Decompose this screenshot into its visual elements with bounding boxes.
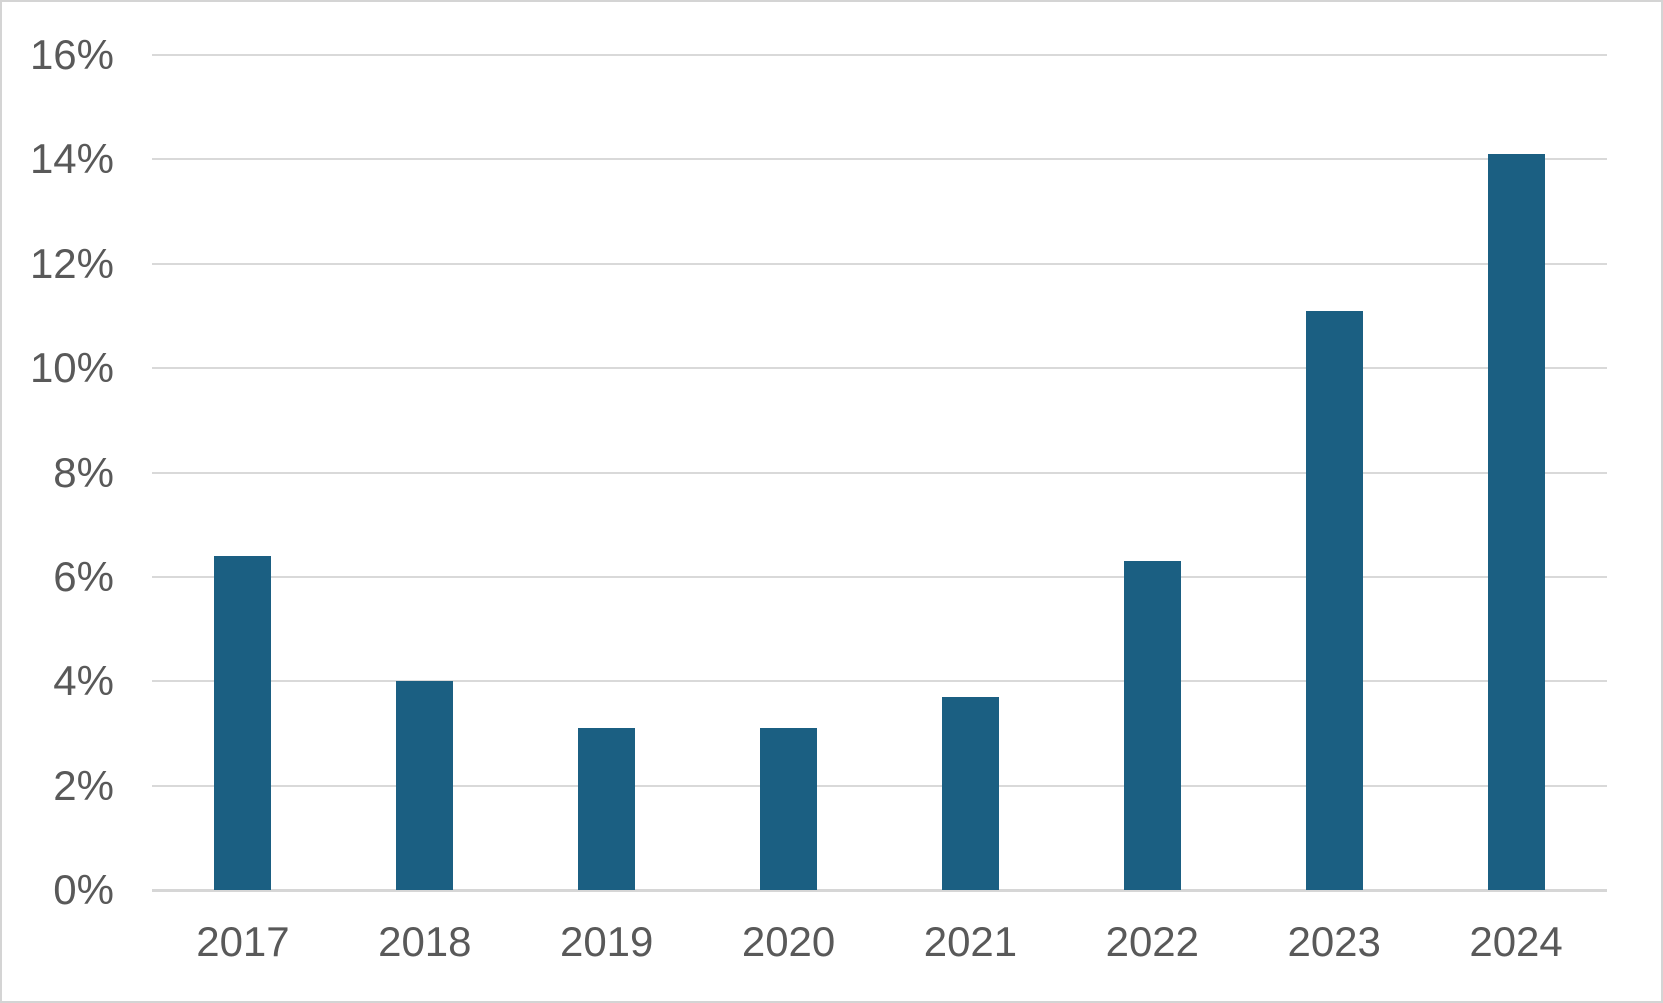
plot-area (152, 54, 1607, 892)
x-tick-label-2022: 2022 (1105, 918, 1200, 965)
x-tick-label-2024: 2024 (1469, 918, 1563, 965)
gridline (152, 784, 1607, 787)
x-tick-label-2017: 2017 (196, 918, 290, 965)
gridline (152, 158, 1607, 161)
gridline (152, 54, 1607, 56)
y-tick-label: 2% (53, 761, 114, 809)
x-axis-line (152, 889, 1607, 892)
y-tick-label: 10% (29, 344, 114, 392)
bar-2021 (941, 696, 999, 890)
y-tick-label: 12% (29, 239, 114, 287)
gridline (152, 680, 1607, 683)
gridline (152, 262, 1607, 265)
x-tick-label-2020: 2020 (741, 918, 836, 965)
x-tick-label-2018: 2018 (378, 918, 472, 965)
x-tick-label-2021: 2021 (923, 918, 1018, 965)
y-tick-label: 14% (29, 135, 114, 183)
y-tick-label: 4% (53, 657, 114, 705)
bar-2022 (1123, 561, 1181, 890)
bar-2020 (760, 728, 818, 890)
x-axis: 2017 2018 2019 2020 2021 2022 2023 2024 (152, 914, 1607, 974)
bar-2023 (1305, 310, 1363, 890)
bar-2018 (396, 681, 454, 890)
gridline (152, 575, 1607, 578)
y-tick-label: 6% (53, 552, 114, 600)
bar-2019 (578, 728, 636, 890)
gridline (152, 471, 1607, 474)
bar-2024 (1487, 154, 1545, 890)
y-tick-label: 16% (29, 31, 114, 78)
y-tick-label: 0% (53, 866, 114, 913)
y-axis: 0% 2% 4% 6% 8% 10% 12% 14% 16% (2, 31, 114, 913)
y-tick-label: 8% (53, 448, 114, 496)
gridline (152, 367, 1607, 370)
bar-2017 (214, 556, 272, 890)
x-tick-label-2023: 2023 (1287, 918, 1381, 965)
x-tick-label-2019: 2019 (559, 918, 654, 965)
